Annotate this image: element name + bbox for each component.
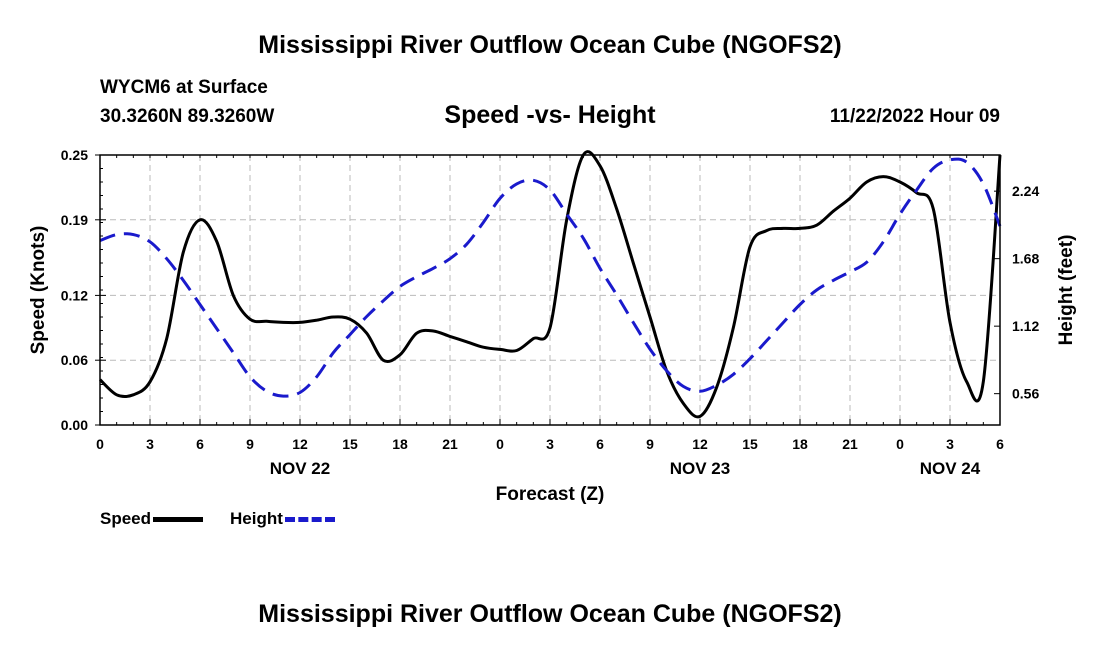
minor-ticks [95, 154, 1001, 426]
x-tick-label: 0 [496, 436, 504, 452]
x-tick-label: 6 [996, 436, 1004, 452]
x-axis-title: Forecast (Z) [496, 484, 605, 505]
x-tick-label: 12 [292, 436, 308, 452]
legend-height-swatch [284, 516, 335, 522]
x-tick-label: 3 [546, 436, 554, 452]
data-series [98, 150, 1002, 419]
forecast-datestamp: 11/22/2022 Hour 09 [829, 106, 1000, 127]
legend-speed-label: Speed [100, 509, 152, 528]
legend-speed-swatch [153, 516, 204, 522]
y2-tick-label: 1.68 [1012, 251, 1039, 267]
chart-footer-title: Mississippi River Outflow Ocean Cube (NG… [258, 600, 842, 628]
x-tick-label: 21 [842, 436, 858, 452]
x-tick-label: 15 [742, 436, 758, 452]
series-line-speed [98, 150, 1002, 419]
y-tick-label: 0.00 [61, 417, 88, 433]
legend-speed: Speed [100, 509, 204, 529]
chart-main-title: Mississippi River Outflow Ocean Cube (NG… [258, 31, 842, 59]
x-tick-label: 21 [442, 436, 458, 452]
y-tick-label: 0.25 [61, 147, 88, 163]
y2-tick-label: 0.56 [1012, 386, 1039, 402]
x-tick-label: 0 [896, 436, 904, 452]
legend-height-label: Height [230, 509, 283, 528]
x-tick-label: 18 [392, 436, 408, 452]
axis-labels: 0 3 6 9 12 15 18 21 0 3 6 9 12 15 18 21 0 3 6 NOV 22 NOV 23 N… [28, 147, 1077, 505]
coordinates-label: 30.3260N 89.3260W [100, 106, 275, 127]
y-axis-title: Speed (Knots) [28, 226, 49, 355]
grid-lines [100, 155, 1000, 425]
x-tick-label: 3 [946, 436, 954, 452]
y2-tick-label: 1.12 [1012, 318, 1039, 334]
x-tick-label: 6 [596, 436, 604, 452]
y-tick-label: 0.06 [61, 352, 88, 368]
x-tick-label: 9 [246, 436, 254, 452]
x-tick-label: 15 [342, 436, 358, 452]
x-tick-label: 3 [146, 436, 154, 452]
x-tick-label: 18 [792, 436, 808, 452]
station-label: WYCM6 at Surface [100, 77, 268, 98]
y-tick-label: 0.19 [61, 212, 88, 228]
chart-subtitle: Speed -vs- Height [444, 101, 656, 129]
x-tick-label: 0 [96, 436, 104, 452]
x-tick-label: 9 [646, 436, 654, 452]
legend-height: Height [230, 509, 335, 529]
date-label: NOV 22 [270, 459, 330, 478]
y-tick-label: 0.12 [61, 287, 88, 303]
x-tick-label: 6 [196, 436, 204, 452]
y2-axis-title: Height (feet) [1056, 235, 1077, 346]
y2-tick-label: 2.24 [1012, 183, 1039, 199]
x-tick-label: 12 [692, 436, 708, 452]
date-label: NOV 23 [670, 459, 730, 478]
date-label: NOV 24 [920, 459, 981, 478]
